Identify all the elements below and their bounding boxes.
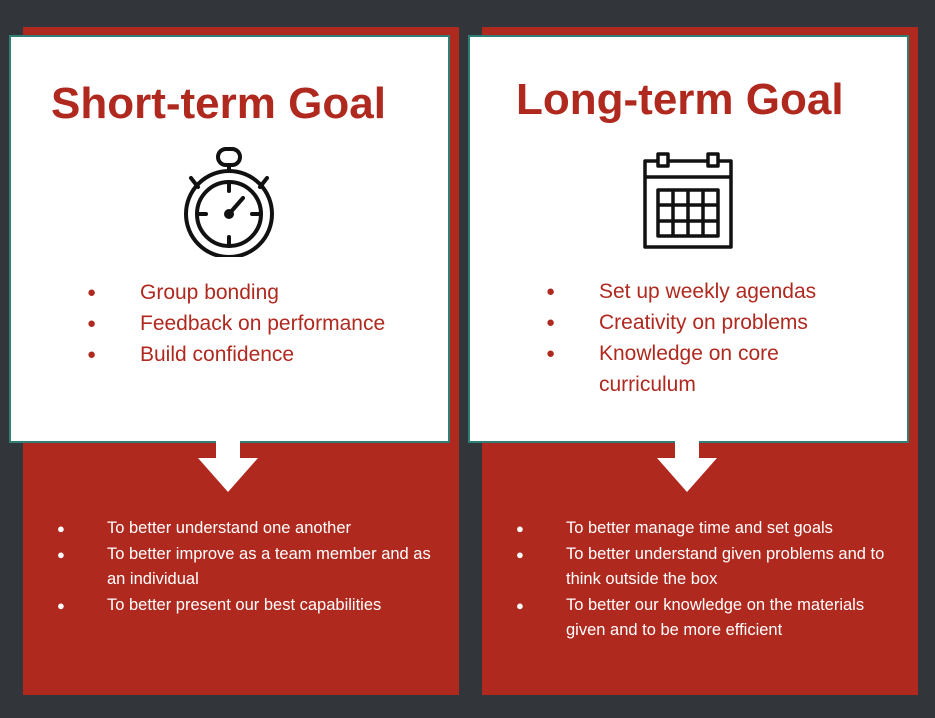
list-item: ● To better understand one another [57, 516, 437, 542]
list-item: ● To better present our best capabilities [57, 593, 437, 619]
stopwatch-icon [183, 145, 275, 262]
list-item: ● To better improve as a team member and … [57, 542, 437, 593]
goal-text: Feedback on performance [140, 312, 386, 335]
list-item: ● To better our knowledge on the material… [516, 593, 886, 644]
outcome-text: To better manage time and set goals [566, 519, 833, 537]
list-item: ● Set up weekly agendas [546, 276, 826, 307]
bullet-icon: ● [516, 546, 524, 562]
list-item: ● To better understand given problems and… [516, 542, 886, 593]
outcome-text: To better our knowledge on the materials… [566, 595, 865, 640]
bullet-icon: ● [87, 315, 97, 332]
short-term-goal-list: ● Group bonding ● Feedback on performance … [87, 277, 385, 370]
goal-text: Build confidence [140, 343, 295, 366]
long-term-outcome-list: ● To better manage time and set goals ● To… [516, 516, 886, 644]
down-arrow-icon [198, 440, 258, 497]
short-term-title: Short-term Goal [51, 79, 386, 128]
calendar-icon [642, 152, 734, 255]
bullet-icon: ● [516, 521, 524, 536]
bullet-icon: ● [57, 546, 65, 562]
list-item: ● Group bonding [87, 277, 385, 308]
list-item: ● Creativity on problems [546, 307, 826, 338]
bullet-icon: ● [57, 521, 65, 536]
list-item: ● Knowledge on core curriculum [546, 338, 826, 400]
list-item: ● Feedback on performance [87, 308, 385, 339]
bullet-icon: ● [546, 283, 556, 300]
short-term-outcome-list: ● To better understand one another ● To be… [57, 516, 437, 618]
bullet-icon: ● [87, 346, 97, 363]
bullet-icon: ● [546, 314, 556, 331]
long-term-card: Long-term Goal ● Set up weekly agendas ● C… [468, 35, 909, 443]
short-term-card: Short-term Goal ● Group bonding ● Feedback… [9, 35, 450, 443]
goal-text: Creativity on problems [599, 311, 808, 334]
goal-text: Group bonding [140, 281, 279, 304]
outcome-text: To better present our best capabilities [107, 595, 382, 614]
goal-text: Set up weekly agendas [599, 280, 817, 303]
outcome-text: To better understand given problems and … [566, 544, 885, 589]
bullet-icon: ● [87, 284, 97, 301]
outcome-text: To better understand one another [107, 519, 352, 537]
outcome-text: To better improve as a team member and a… [107, 544, 431, 589]
list-item: ● To better manage time and set goals [516, 516, 886, 542]
down-arrow-icon [657, 440, 717, 497]
long-term-title: Long-term Goal [516, 75, 844, 124]
bullet-icon: ● [546, 345, 556, 362]
bullet-icon: ● [57, 597, 65, 613]
long-term-goal-list: ● Set up weekly agendas ● Creativity on pr… [546, 276, 826, 400]
goal-text: Knowledge on core curriculum [599, 342, 779, 396]
bullet-icon: ● [516, 597, 524, 613]
list-item: ● Build confidence [87, 339, 385, 370]
